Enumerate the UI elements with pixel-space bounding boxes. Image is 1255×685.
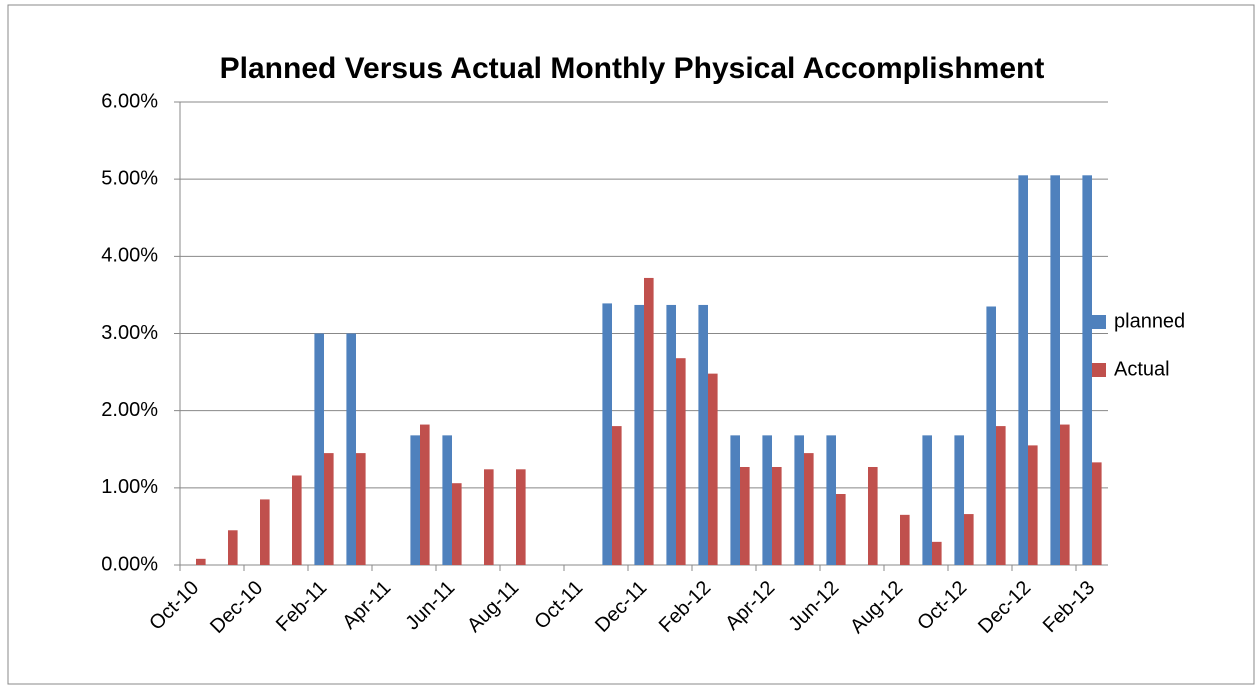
bar bbox=[356, 453, 366, 565]
bar bbox=[932, 541, 942, 565]
bar bbox=[698, 304, 708, 565]
bar bbox=[730, 435, 740, 565]
bar bbox=[794, 435, 804, 565]
chart-frame bbox=[7, 4, 1255, 685]
bar bbox=[762, 435, 772, 565]
bar bbox=[292, 475, 302, 565]
bar bbox=[1028, 445, 1038, 565]
y-tick-label: 0.00% bbox=[101, 553, 158, 575]
bar bbox=[666, 304, 676, 565]
bar bbox=[772, 466, 782, 565]
bar bbox=[1050, 175, 1060, 565]
bar bbox=[826, 435, 836, 565]
bar bbox=[410, 435, 420, 565]
y-tick-label: 5.00% bbox=[101, 167, 158, 189]
legend-label: Actual bbox=[1114, 358, 1170, 380]
bar bbox=[922, 435, 932, 565]
bar bbox=[612, 426, 622, 565]
bar bbox=[954, 435, 964, 565]
bar bbox=[836, 494, 846, 565]
bar bbox=[196, 558, 206, 565]
bar bbox=[634, 304, 644, 565]
bar bbox=[442, 435, 452, 565]
bar bbox=[740, 466, 750, 565]
bar bbox=[484, 469, 494, 565]
bar bbox=[346, 333, 356, 565]
legend-swatch bbox=[1092, 363, 1106, 377]
y-tick-label: 3.00% bbox=[101, 322, 158, 344]
bar bbox=[324, 453, 334, 565]
chart-title: Planned Versus Actual Monthly Physical A… bbox=[220, 52, 1045, 85]
bar bbox=[804, 453, 814, 565]
bar bbox=[868, 466, 878, 565]
bar bbox=[228, 530, 238, 565]
bar bbox=[602, 303, 612, 565]
bar bbox=[516, 469, 526, 565]
y-tick-label: 4.00% bbox=[101, 245, 158, 267]
bar bbox=[314, 333, 324, 565]
bar bbox=[996, 426, 1006, 565]
bar bbox=[1082, 175, 1092, 565]
bar bbox=[644, 277, 654, 565]
bar bbox=[1060, 424, 1070, 565]
bar bbox=[964, 514, 974, 565]
legend-swatch bbox=[1092, 315, 1106, 329]
bar bbox=[676, 358, 686, 565]
bar bbox=[900, 514, 910, 565]
legend-label: planned bbox=[1114, 310, 1185, 332]
bar bbox=[986, 306, 996, 565]
bar bbox=[260, 499, 270, 565]
bar bbox=[452, 483, 462, 565]
bar bbox=[1092, 462, 1102, 565]
bar bbox=[1018, 175, 1028, 565]
y-tick-label: 2.00% bbox=[101, 399, 158, 421]
y-tick-label: 6.00% bbox=[101, 90, 158, 112]
bar bbox=[708, 373, 718, 565]
y-tick-label: 1.00% bbox=[101, 476, 158, 498]
bar bbox=[420, 424, 430, 565]
